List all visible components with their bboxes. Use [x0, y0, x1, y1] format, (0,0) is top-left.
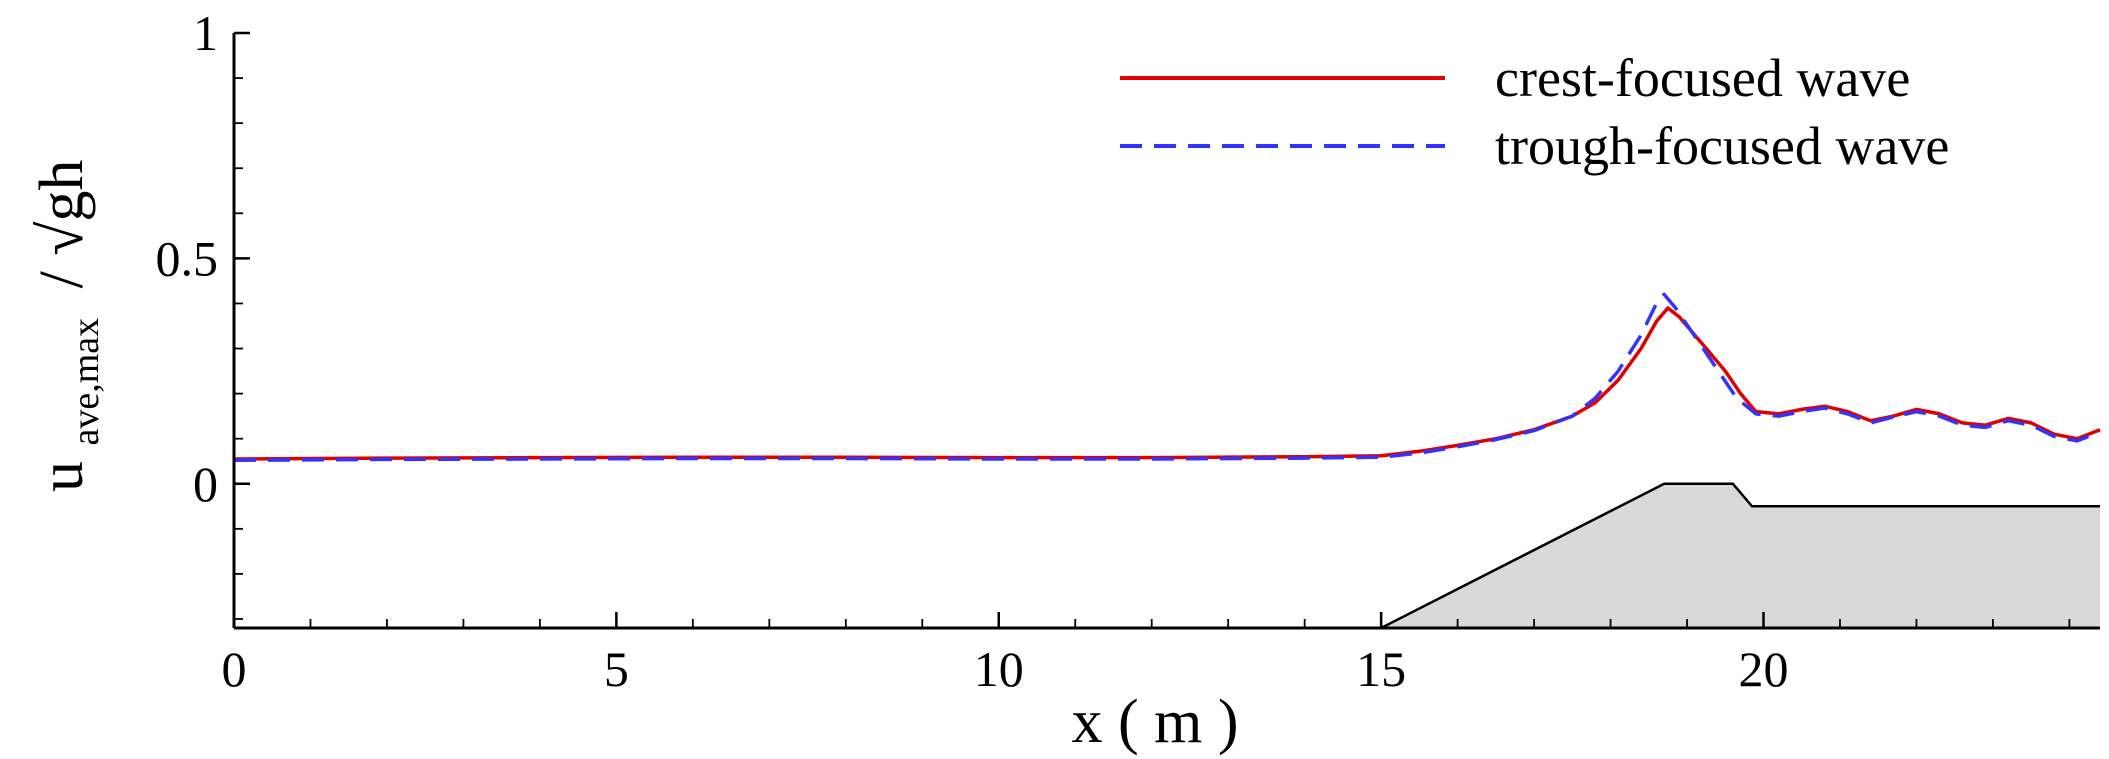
x-tick-label: 20 — [1739, 641, 1789, 697]
x-tick-label: 5 — [604, 641, 629, 697]
y-axis-title-suffix: / √gh — [28, 160, 96, 289]
x-tick-label: 10 — [974, 641, 1024, 697]
legend-label-trough: trough-focused wave — [1495, 116, 1949, 176]
ticks-layer: 0 5 10 15 20 0 0.5 1 — [156, 5, 2071, 697]
series-line-crest — [233, 306, 2101, 461]
series-line-trough — [233, 292, 2101, 463]
bathymetry-outline — [1380, 482, 2100, 630]
y-tick-label: 1 — [193, 5, 218, 61]
x-tick-label: 15 — [1356, 641, 1406, 697]
y-tick-label: 0 — [193, 456, 218, 512]
y-axis-title-subscript: ave,max — [65, 318, 107, 446]
x-tick-label: 0 — [222, 641, 247, 697]
legend-label-crest: crest-focused wave — [1495, 48, 1910, 108]
svg-text:u ave,max / √gh: u ave,max / √gh — [28, 160, 112, 492]
y-tick-label: 0.5 — [156, 230, 219, 286]
y-axis-title-main: u — [28, 461, 96, 492]
bathymetry-layer — [1380, 482, 2100, 630]
series-layer — [233, 292, 2101, 463]
legend: crest-focused wave trough-focused wave — [1120, 48, 1949, 176]
x-axis-title: x ( m ) — [1071, 688, 1238, 756]
bathymetry-fill — [1381, 483, 2100, 628]
y-axis-title: u ave,max / √gh — [28, 160, 112, 492]
